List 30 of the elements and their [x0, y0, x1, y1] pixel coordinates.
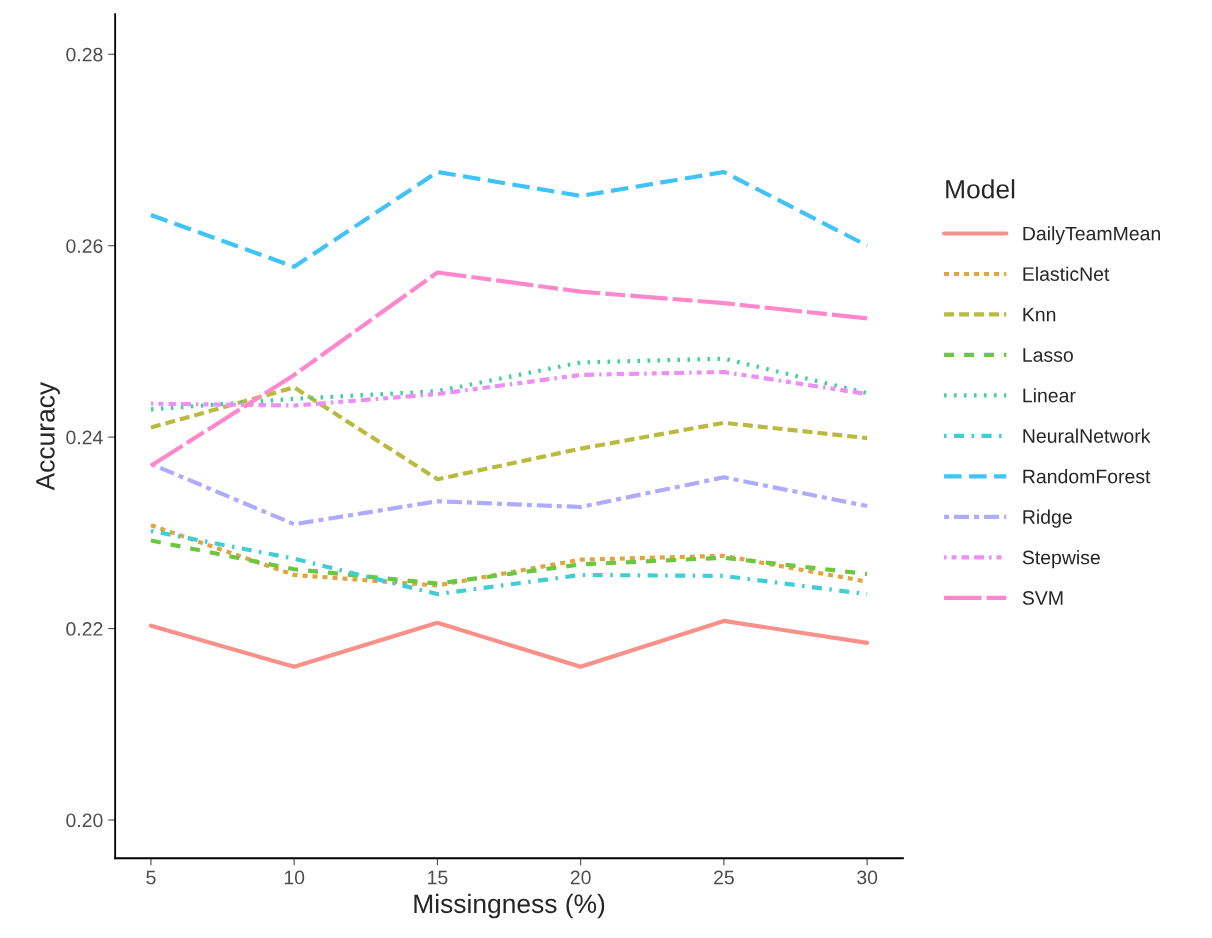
legend-label: NeuralNetwork [1023, 428, 1151, 443]
y-tick-label: 0.24 [66, 430, 103, 445]
legend-label: DailyTeamMean [1023, 226, 1160, 245]
legend-label: Ridge [1023, 509, 1072, 528]
line-series [148, 270, 870, 468]
legend-label: ElasticNet [1023, 266, 1110, 281]
legend-label: Lasso [1023, 348, 1073, 362]
line-series [148, 385, 870, 482]
legend-label: Stepwise [1022, 550, 1100, 569]
legend-label: SVM [1022, 591, 1063, 605]
y-tick-label: 0.26 [66, 239, 103, 253]
legend-label: RandomForest [1023, 469, 1151, 484]
x-tick-label: 20 [570, 870, 591, 885]
legend-title: Model [946, 179, 1015, 199]
y-tick-label: 0.20 [66, 813, 103, 828]
x-tick-label: 30 [857, 870, 878, 885]
y-tick-label: 0.22 [66, 622, 103, 636]
x-axis-title: Missingness (%) [414, 893, 605, 919]
line-series [148, 528, 870, 597]
x-tick-label: 5 [146, 870, 156, 885]
x-tick-label: 25 [714, 870, 734, 885]
line-series [148, 169, 870, 269]
legend-label: Knn [1023, 307, 1056, 322]
legend-label: Linear [1023, 388, 1076, 403]
line-series [148, 538, 870, 586]
x-tick-label: 10 [284, 870, 305, 885]
y-tick-label: 0.28 [66, 47, 103, 62]
x-tick-label: 15 [428, 870, 448, 885]
y-axis-title: Accuracy [36, 381, 60, 491]
line-series [148, 618, 870, 669]
